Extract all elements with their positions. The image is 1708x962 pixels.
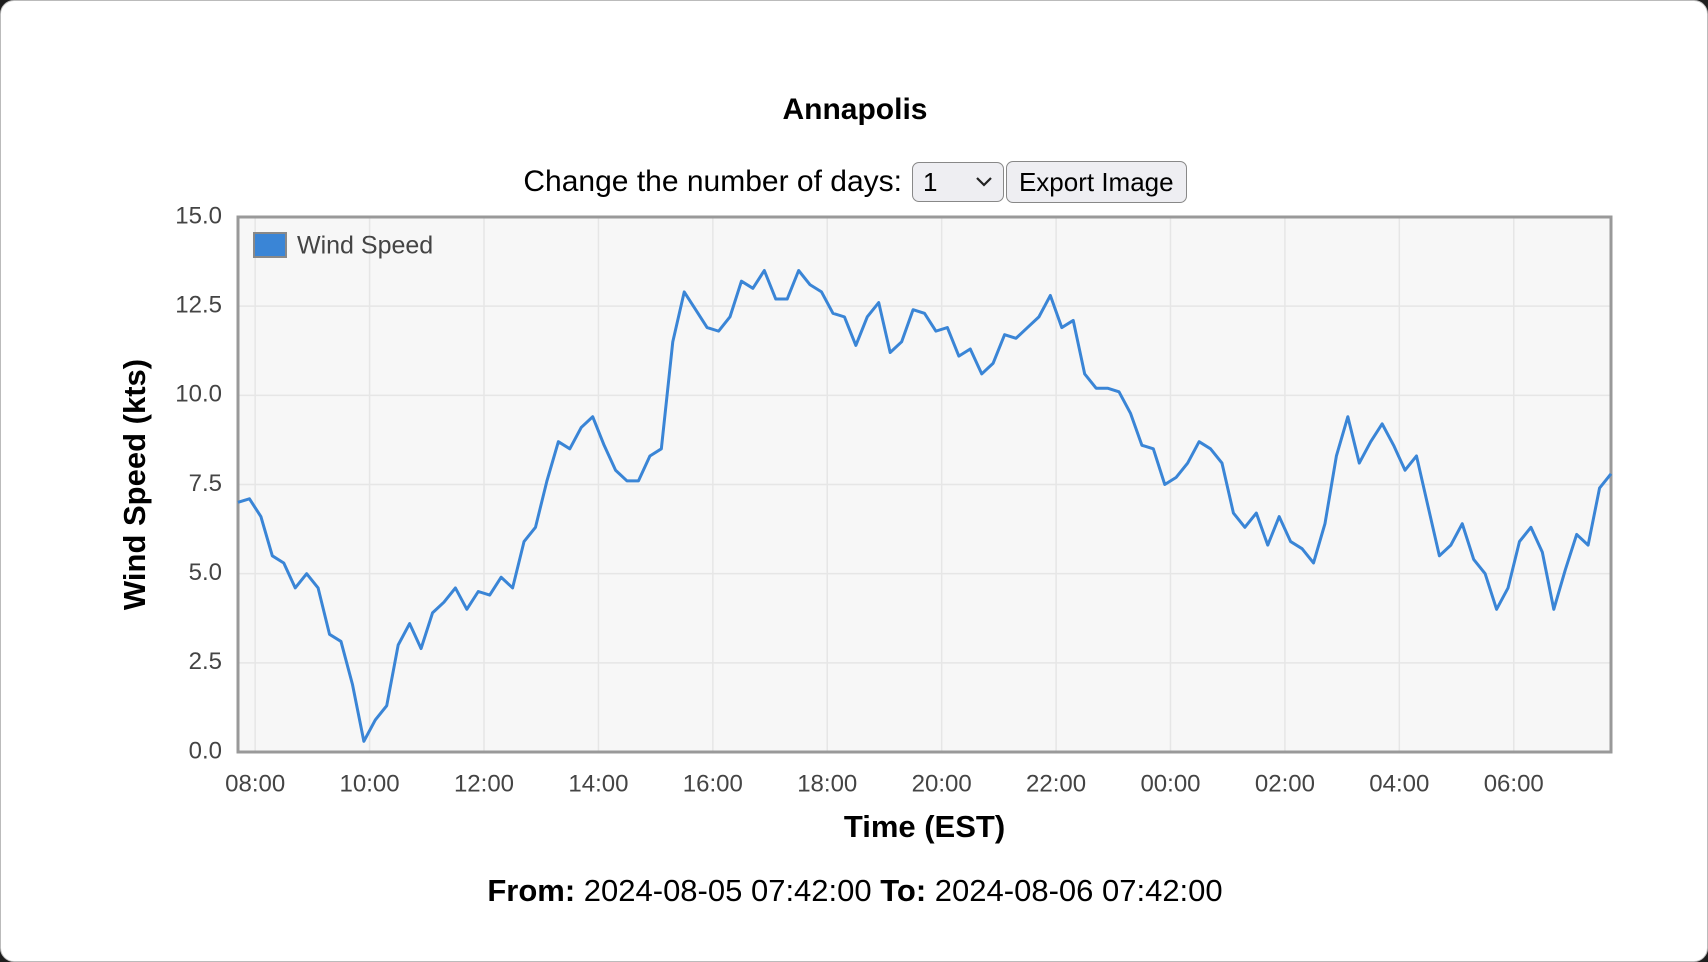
y-tick-label: 10.0	[175, 381, 222, 408]
x-tick-label: 16:00	[683, 770, 743, 797]
dropdown-arrow	[976, 177, 992, 187]
x-axis-title: Time (EST)	[844, 809, 1005, 844]
date-range: From: 2024-08-05 07:42:00 To: 2024-08-06…	[1, 873, 1707, 909]
x-tick-label: 22:00	[1026, 770, 1086, 797]
days-label: Change the number of days:	[523, 165, 902, 198]
y-tick-label: 0.0	[189, 737, 222, 764]
x-tick-label: 00:00	[1140, 770, 1200, 797]
y-tick-label: 15.0	[175, 202, 222, 229]
from-value: 2024-08-05 07:42:00	[583, 873, 872, 908]
x-tick-label: 14:00	[568, 770, 628, 797]
legend-swatch	[253, 232, 287, 258]
y-tick-label: 2.5	[189, 648, 222, 675]
days-select[interactable]: 1	[911, 162, 1004, 202]
legend-label: Wind Speed	[297, 232, 433, 260]
x-tick-label: 10:00	[340, 770, 400, 797]
y-tick-label: 12.5	[175, 292, 222, 319]
y-tick-label: 5.0	[189, 559, 222, 586]
from-label: From:	[487, 873, 576, 908]
chart-title: Annapolis	[782, 93, 928, 126]
export-button[interactable]: Export Image	[1005, 161, 1187, 203]
x-tick-label: 18:00	[797, 770, 857, 797]
plot-border	[236, 215, 1613, 754]
controls: Change the number of days: 1 Export Imag…	[1, 161, 1707, 203]
line	[237, 269, 1613, 743]
to-label: To:	[880, 873, 927, 908]
x-tick-label: 08:00	[225, 770, 285, 797]
x-tick-label: 20:00	[912, 770, 972, 797]
y-tick-label: 7.5	[189, 470, 222, 497]
x-tick-label: 06:00	[1484, 770, 1544, 797]
x-tick-label: 12:00	[454, 770, 514, 797]
days-value: 1	[922, 166, 938, 197]
y-axis-title: Wind Speed (kts)	[117, 359, 152, 610]
export-label: Export Image	[1018, 166, 1174, 197]
to-value: 2024-08-06 07:42:00	[934, 873, 1223, 908]
x-tick-label: 04:00	[1369, 770, 1429, 797]
x-tick-label: 02:00	[1255, 770, 1315, 797]
